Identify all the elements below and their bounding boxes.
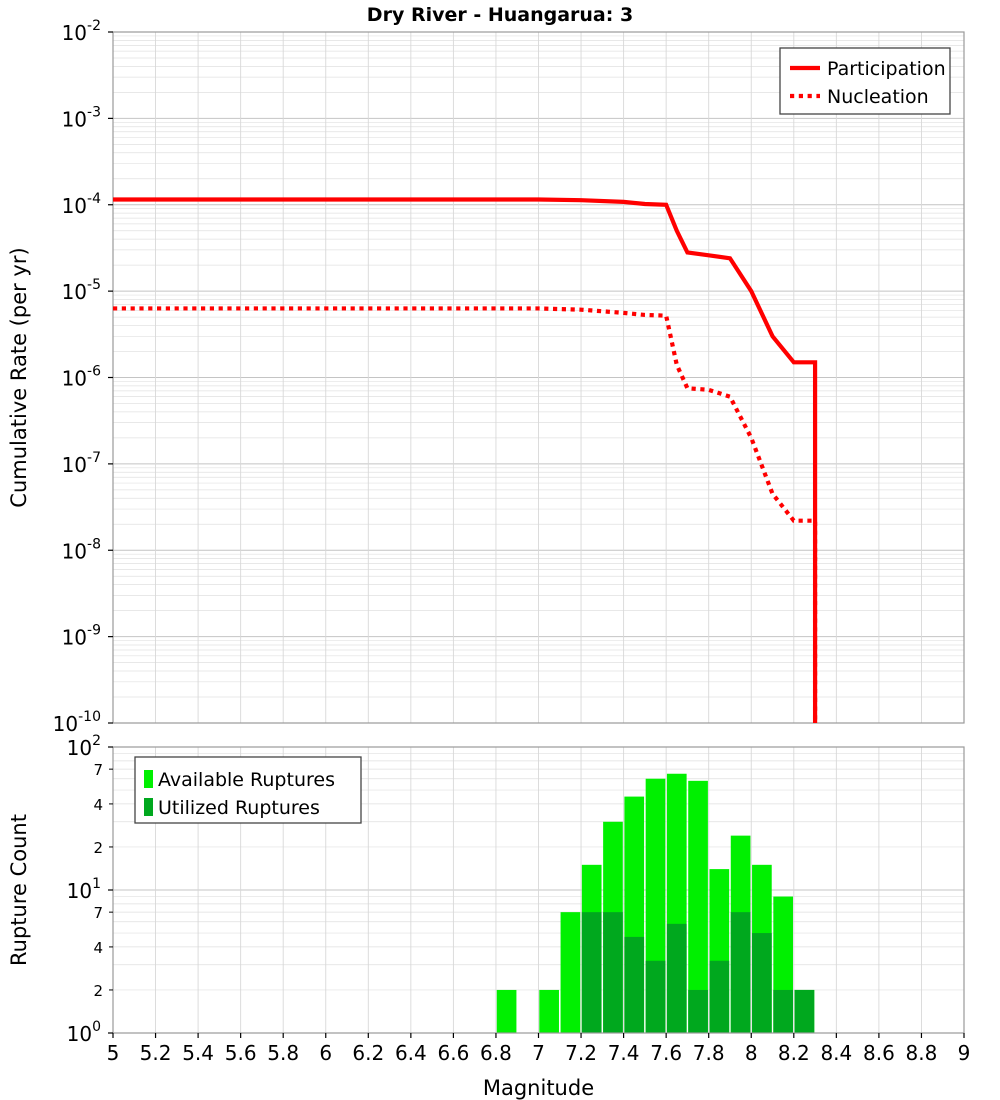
bottom-y-tick-label: 101 bbox=[67, 876, 101, 903]
x-tick-label: 7 bbox=[532, 1041, 545, 1065]
top-y-tick-label: 10-10 bbox=[53, 709, 101, 736]
bar-utilized bbox=[730, 912, 751, 1033]
bar-utilized bbox=[603, 912, 623, 1033]
top-legend-label: Participation bbox=[827, 58, 946, 80]
bottom-legend-swatch bbox=[144, 770, 153, 788]
top-y-tick-label: 10-7 bbox=[62, 450, 101, 477]
bar-available bbox=[496, 989, 517, 1033]
bottom-y-tick-label: 100 bbox=[67, 1019, 101, 1046]
bar-utilized bbox=[624, 936, 645, 1033]
x-tick-label: 6 bbox=[319, 1041, 332, 1065]
bottom-y-minor-label: 4 bbox=[93, 796, 103, 814]
bar-utilized bbox=[688, 989, 708, 1033]
top-y-tick-label: 10-6 bbox=[62, 364, 102, 391]
bottom-legend-label: Available Ruptures bbox=[158, 769, 335, 791]
top-y-tick-label: 10-3 bbox=[62, 104, 101, 131]
top-y-tick-label: 10-9 bbox=[62, 623, 101, 650]
x-tick-label: 7.2 bbox=[565, 1041, 597, 1065]
x-tick-label: 6.4 bbox=[395, 1041, 427, 1065]
bottom-y-minor-label: 7 bbox=[93, 904, 103, 922]
page-title: Dry River - Huangarua: 3 bbox=[366, 4, 634, 26]
bar-utilized bbox=[752, 933, 772, 1033]
top-series-participation bbox=[113, 197, 818, 723]
x-tick-label: 7.8 bbox=[693, 1041, 725, 1065]
bottom-y-minor-label: 4 bbox=[93, 939, 103, 957]
bottom-legend-box bbox=[134, 756, 362, 824]
bottom-plot-group: 100 101 102 2 4 7 2 4 7 Rupture Count 5 5.2 5.4 5.6 5.… bbox=[7, 733, 970, 1100]
top-y-tick-label: 10-4 bbox=[62, 191, 102, 218]
bottom-legend-swatch bbox=[144, 798, 153, 816]
top-legend-label: Nucleation bbox=[827, 86, 929, 108]
x-tick-label: 6.2 bbox=[352, 1041, 384, 1065]
x-tick-label: 7.6 bbox=[650, 1041, 682, 1065]
bottom-y-axis-label: Rupture Count bbox=[7, 814, 31, 966]
x-tick-label: 8.4 bbox=[820, 1041, 852, 1065]
top-y-tick-label: 10-5 bbox=[62, 277, 101, 304]
top-plot-group: 10-210-310-410-510-610-710-810-910-10Cum… bbox=[7, 18, 965, 736]
x-tick-label: 5.2 bbox=[140, 1041, 172, 1065]
x-tick-label: 5 bbox=[107, 1041, 120, 1065]
bar-available bbox=[688, 780, 708, 1033]
x-tick-label: 5.6 bbox=[225, 1041, 257, 1065]
x-axis-label: Magnitude bbox=[483, 1076, 594, 1100]
x-tick-label: 5.4 bbox=[182, 1041, 214, 1065]
x-tick-label: 6.6 bbox=[437, 1041, 469, 1065]
x-tick-label: 7.4 bbox=[608, 1041, 640, 1065]
bar-available bbox=[560, 912, 581, 1033]
x-tick-label: 8.2 bbox=[778, 1041, 810, 1065]
top-y-tick-label: 10-8 bbox=[62, 536, 101, 563]
bottom-y-minor-label: 7 bbox=[93, 761, 103, 779]
bar-utilized bbox=[666, 923, 687, 1033]
top-series-nucleation bbox=[113, 306, 818, 723]
x-tick-label: 6.8 bbox=[480, 1041, 512, 1065]
bar-available bbox=[539, 989, 559, 1033]
top-y-axis-label: Cumulative Rate (per yr) bbox=[7, 247, 31, 507]
bottom-y-tick-label: 102 bbox=[67, 733, 101, 760]
top-legend-box bbox=[779, 47, 951, 115]
bar-utilized bbox=[773, 989, 793, 1033]
bar-utilized bbox=[581, 912, 602, 1033]
bottom-y-minor-label: 2 bbox=[93, 839, 103, 857]
x-tick-label: 8.6 bbox=[863, 1041, 895, 1065]
x-tick-label: 5.8 bbox=[267, 1041, 299, 1065]
bar-utilized bbox=[645, 960, 666, 1033]
x-tick-label: 9 bbox=[958, 1041, 971, 1065]
x-tick-label: 8.8 bbox=[906, 1041, 938, 1065]
bar-utilized bbox=[709, 960, 730, 1033]
bar-utilized bbox=[794, 989, 815, 1033]
bottom-y-minor-label: 2 bbox=[93, 982, 103, 1000]
bottom-legend-label: Utilized Ruptures bbox=[158, 797, 320, 819]
x-tick-label: 8 bbox=[745, 1041, 758, 1065]
